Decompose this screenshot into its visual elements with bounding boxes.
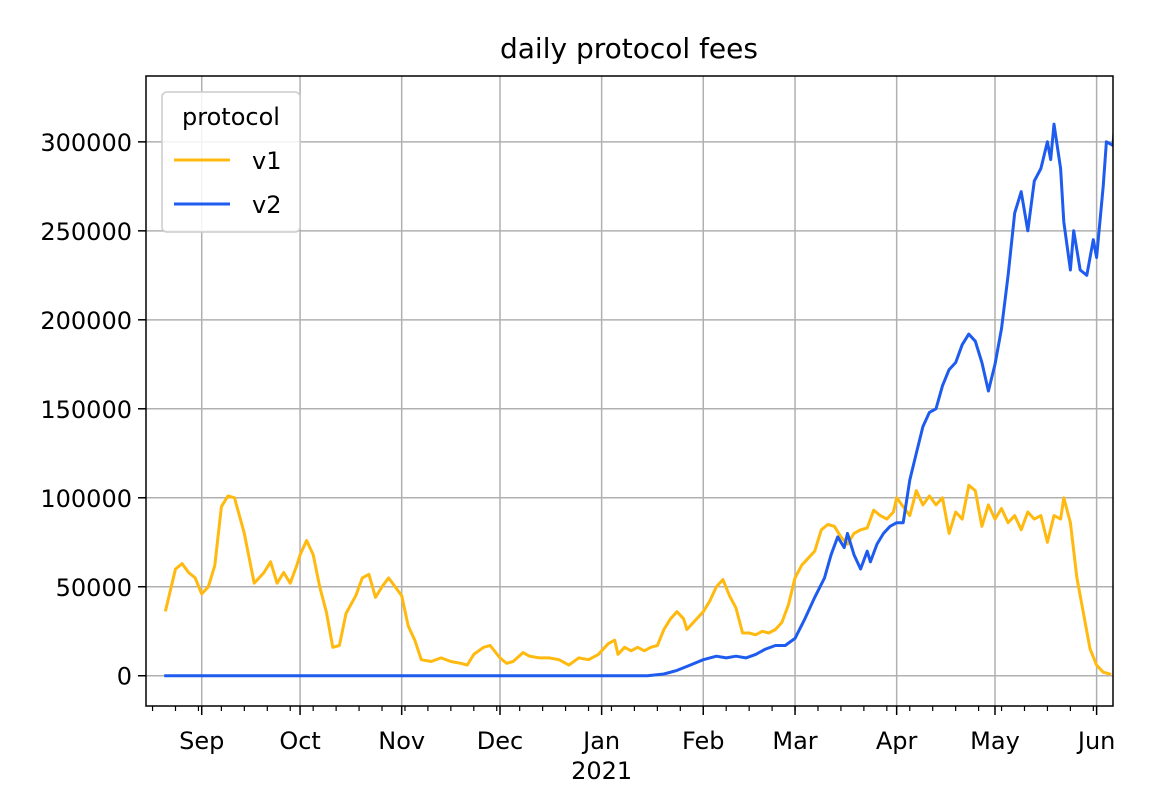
x-tick-label: Oct <box>279 727 321 755</box>
legend-title: protocol <box>182 103 280 131</box>
y-tick-label: 250000 <box>40 218 132 246</box>
series-line-v1 <box>163 483 1112 676</box>
y-axis: 0 50000 100000 150000 200000 250000 300000 <box>40 129 146 691</box>
plot-frame <box>145 75 1114 707</box>
legend-entries: v1 v2 <box>174 147 281 219</box>
x-tick-label: Feb <box>682 727 725 755</box>
y-tick-label: 200000 <box>40 307 132 335</box>
x-tick-label: Apr <box>876 727 918 755</box>
x-tick-label: Mar <box>772 727 817 755</box>
legend-box <box>161 91 301 233</box>
y-tick-label: 300000 <box>40 129 132 157</box>
legend: protocol v1 v2 <box>161 91 301 233</box>
x-tick-label: Jun <box>1076 727 1116 755</box>
grid <box>146 76 1113 706</box>
series-lines <box>163 122 1113 678</box>
legend-label-v2: v2 <box>252 191 281 219</box>
x-tick-label: Sep <box>179 727 224 755</box>
y-tick-label: 100000 <box>40 485 132 513</box>
y-tick-label: 50000 <box>56 574 132 602</box>
x-tick-year-label: 2021 <box>571 757 632 785</box>
x-tick-label: Jan <box>581 727 620 755</box>
y-tick-label: 0 <box>117 663 132 691</box>
legend-label-v1: v1 <box>252 147 281 175</box>
x-tick-label: May <box>970 727 1020 755</box>
series-line-v2 <box>164 122 1113 678</box>
x-tick-label: Dec <box>477 727 523 755</box>
y-tick-label: 150000 <box>40 396 132 424</box>
chart-title: daily protocol fees <box>500 32 758 65</box>
x-tick-label: Nov <box>378 727 425 755</box>
